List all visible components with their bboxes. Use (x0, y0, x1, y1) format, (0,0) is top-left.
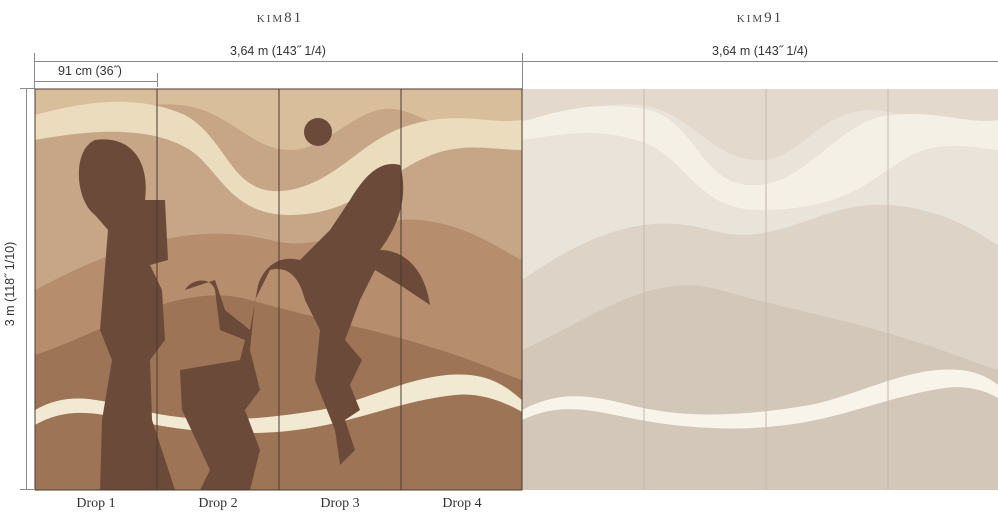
height-tick-top (20, 88, 34, 89)
drop-label-1: Drop 1 (76, 496, 116, 511)
width-dimension-line (34, 61, 998, 62)
kim91-top-band (522, 89, 998, 160)
drop-width-tick (157, 73, 158, 87)
drop-label-3: Drop 3 (320, 496, 360, 511)
panel-kim91-artwork (522, 89, 998, 490)
height-tick-bottom (20, 489, 34, 490)
kim81-sun (304, 118, 332, 146)
drop-label-2: Drop 2 (198, 496, 238, 511)
kim91-bottom-wave (522, 369, 998, 429)
panel-width-label-kim91: 3,64 m (143˝ 1/4) (712, 44, 808, 58)
kim81-figure-left (78, 139, 175, 490)
panel-kim81-frame (34, 88, 523, 491)
panel-width-label-kim81: 3,64 m (143˝ 1/4) (230, 44, 326, 58)
kim81-figure-center (180, 164, 430, 490)
kim91-dark-hill (522, 285, 998, 490)
panel-code-kim81: KIM81 (256, 10, 304, 26)
height-dimension-line (26, 88, 27, 490)
panel-code-kim91: KIM91 (736, 10, 784, 26)
drop-width-label: 91 cm (36˝) (58, 64, 122, 78)
drop-width-dimension-line (34, 81, 157, 82)
width-tick-middle (522, 53, 523, 89)
drop-label-4: Drop 4 (442, 496, 482, 511)
kim91-light-wave (522, 105, 998, 210)
width-tick-left (34, 53, 35, 89)
